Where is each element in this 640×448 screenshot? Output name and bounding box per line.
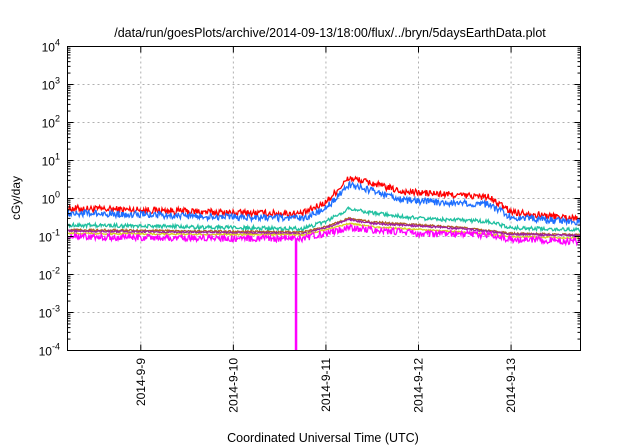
y-tick-label: 102 — [42, 114, 60, 131]
y-tick-label: 10-3 — [39, 304, 60, 321]
y-tick-label: 100 — [42, 190, 60, 207]
chart-title: /data/run/goesPlots/archive/2014-09-13/1… — [114, 26, 546, 40]
plot-frame — [67, 46, 581, 351]
x-tick-label: 2014-9-9 — [134, 358, 148, 406]
y-tick-label: 10-1 — [39, 228, 60, 245]
series-line — [67, 222, 581, 240]
x-tick-label: 2014-9-10 — [226, 358, 240, 413]
x-tick-label: 2014-9-13 — [504, 358, 518, 413]
series-group — [67, 175, 581, 351]
x-axis-label: Coordinated Universal Time (UTC) — [227, 431, 419, 445]
y-axis: 10-4 10-3 10-2 10-1 100 101 102 103 104 — [39, 38, 581, 359]
series-line — [67, 175, 581, 223]
x-axis: 2014-9-9 2014-9-10 2014-9-11 2014-9-12 2014-… — [134, 46, 518, 413]
y-tick-label: 10-4 — [39, 342, 60, 359]
series-line — [67, 222, 581, 247]
series-line — [67, 217, 581, 238]
series-line — [67, 205, 581, 234]
y-tick-label: 10-2 — [39, 266, 60, 283]
series-line — [67, 180, 581, 227]
y-tick-label: 104 — [42, 38, 60, 55]
y-tick-label: 103 — [42, 76, 60, 93]
y-axis-label: cGy/day — [9, 176, 23, 220]
y-tick-label: 101 — [42, 152, 60, 169]
x-tick-label: 2014-9-11 — [319, 358, 333, 412]
x-tick-label: 2014-9-12 — [412, 358, 426, 413]
